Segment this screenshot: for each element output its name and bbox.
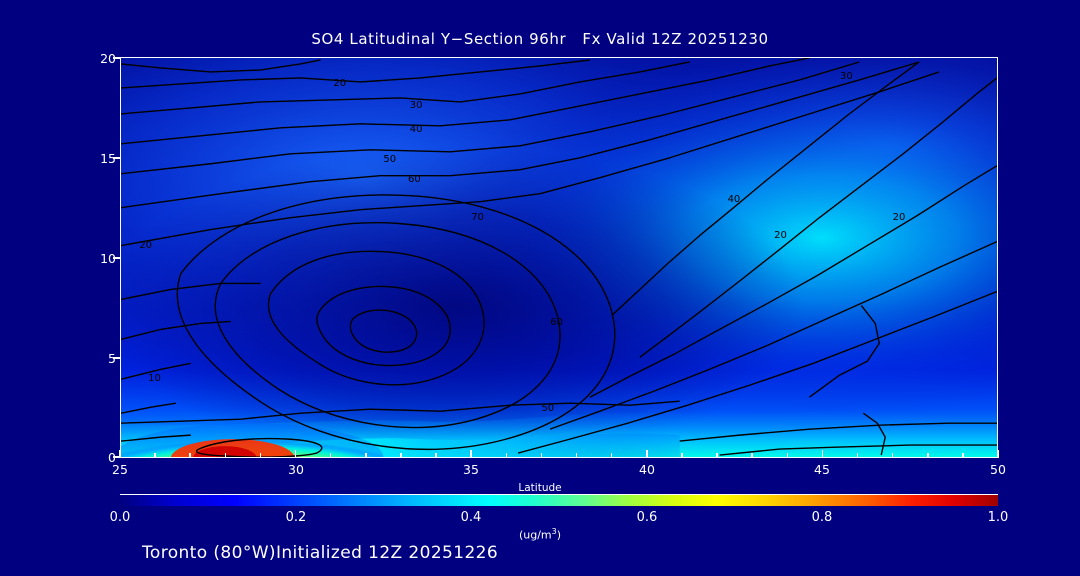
figure-footer: Toronto (80°W)Initialized 12Z 20251226 — [142, 543, 499, 563]
x-tick-35: 35 — [463, 462, 479, 477]
contour-lines — [121, 58, 997, 457]
x-tickmark — [119, 450, 121, 458]
x-tickmark — [329, 453, 332, 458]
x-tickmark — [962, 453, 964, 458]
x-tickmark — [751, 453, 753, 458]
contour-label: 40 — [409, 124, 423, 136]
x-tickmark — [856, 453, 859, 458]
x-tick-45: 45 — [814, 462, 830, 477]
colorbar-unit-label: (ug/m3) — [518, 527, 562, 542]
colorbar-tick-2: 0.4 — [460, 510, 482, 525]
x-tickmark — [470, 450, 472, 458]
colorbar-tick-3: 0.6 — [636, 510, 658, 525]
colorbar-tick-1: 0.2 — [285, 510, 307, 525]
x-tickmark — [716, 453, 718, 458]
contour-label: 50 — [383, 154, 397, 166]
contour-label: 20 — [892, 212, 906, 224]
y-tickmark — [113, 456, 120, 458]
x-tickmark — [786, 453, 789, 458]
colorbar-tick-0: 0.0 — [109, 510, 131, 525]
x-tickmark — [224, 453, 227, 458]
x-tickmark — [505, 453, 508, 458]
contour-label: 60 — [550, 316, 563, 328]
x-tickmark — [435, 453, 437, 458]
contour-label: 30 — [839, 71, 853, 83]
x-tick-25: 25 — [112, 462, 128, 477]
y-tick-10: 10 — [100, 251, 116, 266]
contour-label: 20 — [774, 230, 787, 242]
x-tickmark — [997, 450, 999, 458]
y-tickmark — [113, 257, 120, 259]
contour-label: 20 — [139, 240, 153, 252]
y-tick-15: 15 — [100, 151, 116, 166]
x-tickmark — [681, 453, 683, 458]
plot-inner — [121, 58, 997, 457]
x-tick-40: 40 — [639, 462, 655, 477]
filled-contour-field — [121, 58, 997, 457]
x-tickmark — [259, 453, 262, 458]
contour-label: 10 — [148, 372, 161, 384]
contour-label: 50 — [541, 402, 555, 414]
colorbar — [120, 494, 998, 506]
plot-area — [120, 57, 998, 458]
contour-label: 40 — [727, 194, 741, 206]
y-tick-5: 5 — [108, 351, 116, 366]
x-tickmark — [294, 450, 297, 458]
contour-label: 30 — [409, 100, 423, 112]
figure-title: SO4 Latitudinal Y−Section 96hr Fx Valid … — [311, 30, 769, 48]
colorbar-tick-5: 1.0 — [987, 510, 1009, 525]
x-tick-50: 50 — [990, 462, 1006, 477]
x-tickmark — [646, 450, 648, 458]
colorbar-gradient — [120, 494, 998, 506]
x-axis-label: Latitude — [518, 482, 562, 494]
x-tickmark — [891, 453, 894, 458]
x-tickmark — [927, 453, 929, 458]
x-tickmark — [189, 453, 191, 458]
y-tick-0: 0 — [108, 450, 116, 465]
contour-label: 60 — [407, 174, 421, 186]
y-tick-20: 20 — [100, 51, 116, 66]
x-tickmark — [575, 453, 578, 458]
colorbar-tick-4: 0.8 — [811, 510, 833, 525]
y-tickmark — [113, 357, 120, 359]
x-tickmark — [821, 450, 824, 458]
x-tickmark — [365, 453, 367, 458]
x-tickmark — [400, 453, 402, 458]
y-tickmark — [113, 157, 120, 159]
contour-label: 70 — [471, 212, 484, 224]
x-tickmark — [540, 453, 543, 458]
x-tick-30: 30 — [288, 462, 304, 477]
x-tickmark — [154, 453, 156, 458]
x-tickmark — [610, 453, 613, 458]
y-tickmark — [113, 57, 120, 59]
contour-label: 20 — [333, 78, 347, 90]
